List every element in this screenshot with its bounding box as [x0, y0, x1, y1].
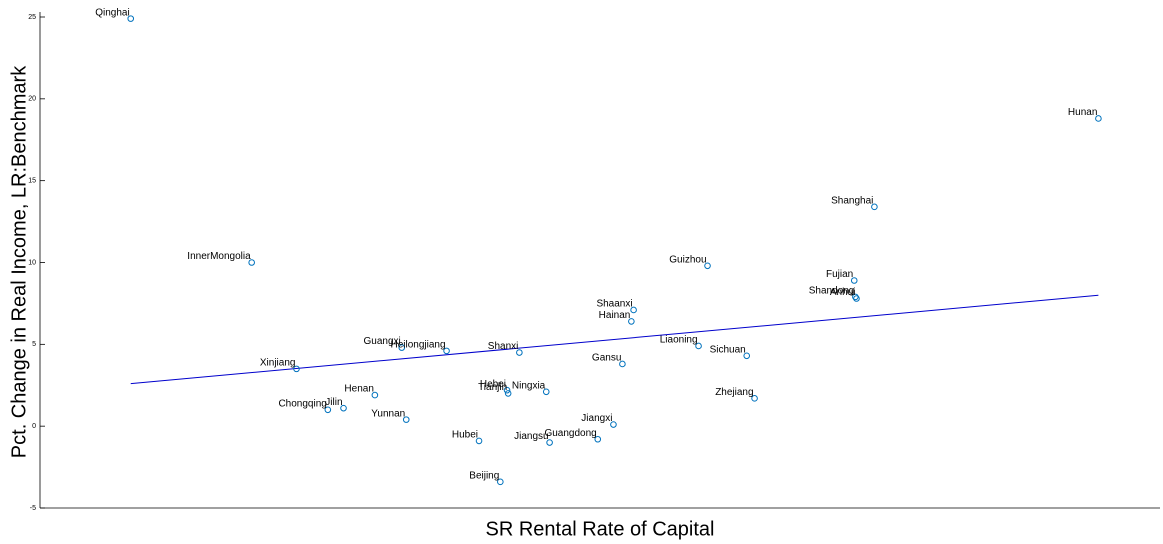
y-tick-label: 25: [28, 14, 36, 21]
y-tick-label: -5: [30, 505, 36, 512]
x-axis-label: SR Rental Rate of Capital: [485, 518, 714, 540]
point-label: Yunnan: [371, 408, 405, 419]
point-label: Sichuan: [710, 344, 746, 355]
point: [371, 391, 379, 399]
point: [751, 395, 758, 402]
point: [503, 386, 511, 394]
point: [324, 406, 332, 414]
point: [293, 365, 300, 373]
point-label: Ningxia: [512, 380, 546, 391]
point-label: Jiangsu: [514, 431, 548, 442]
point-label: Heilongjiang: [391, 340, 446, 351]
point-label: Guizhou: [669, 254, 706, 265]
point-label: Henan: [344, 384, 373, 395]
point: [248, 259, 255, 266]
y-tick-label: 20: [28, 96, 36, 103]
point-label: Fujian: [826, 269, 853, 280]
y-tick-label: 15: [28, 178, 36, 185]
point-label: Chongqing: [278, 398, 326, 409]
point-label: Shandong: [809, 286, 855, 297]
point-label: Beijing: [469, 470, 499, 481]
point-label: Zhejiang: [715, 387, 753, 398]
point-label: Liaoning: [660, 335, 698, 346]
point-label: InnerMongolia: [187, 251, 251, 262]
point: [504, 390, 512, 397]
point-label: Shanxi: [488, 341, 519, 352]
y-tick-label: 5: [32, 341, 36, 348]
y-tick-label: 0: [32, 423, 36, 430]
point: [871, 203, 878, 211]
point: [475, 437, 483, 445]
point: [850, 277, 858, 284]
point: [695, 342, 702, 350]
point-label: Guangxi: [364, 336, 401, 347]
point: [516, 349, 523, 356]
point: [1095, 115, 1102, 122]
point: [497, 478, 504, 486]
point: [398, 344, 406, 351]
point: [852, 293, 859, 301]
point-label: Shaanxi: [596, 299, 632, 310]
point-label: Anhui: [830, 287, 856, 298]
point: [443, 347, 450, 355]
point-label: Hunan: [1068, 107, 1097, 118]
point: [743, 352, 751, 360]
point: [610, 421, 617, 428]
point-label: Gansu: [592, 353, 621, 364]
point: [127, 15, 135, 22]
point-label: Hainan: [599, 310, 631, 321]
point: [340, 404, 347, 412]
point: [594, 435, 602, 443]
y-tick-label: 10: [28, 259, 36, 266]
fit-line: [130, 294, 1099, 385]
point-label: Tianjin: [478, 382, 507, 393]
point-label: Hubei: [452, 430, 478, 441]
point: [628, 318, 635, 325]
point-label: Guangdong: [544, 428, 596, 439]
point-label: Hebei: [480, 379, 506, 390]
point-label: Jilin: [325, 397, 342, 408]
y-axis-label: Pct. Change in Real Income, LR:Benchmark: [8, 65, 30, 458]
point: [546, 439, 553, 446]
point: [630, 306, 637, 314]
point: [853, 295, 860, 302]
point: [619, 360, 626, 368]
point: [704, 262, 711, 270]
point-label: Shanghai: [831, 195, 873, 206]
point-label: Qinghai: [95, 7, 129, 18]
point-label: Xinjiang: [260, 358, 296, 369]
point: [402, 416, 410, 423]
point-label: Jiangxi: [581, 413, 612, 424]
point: [542, 388, 550, 396]
